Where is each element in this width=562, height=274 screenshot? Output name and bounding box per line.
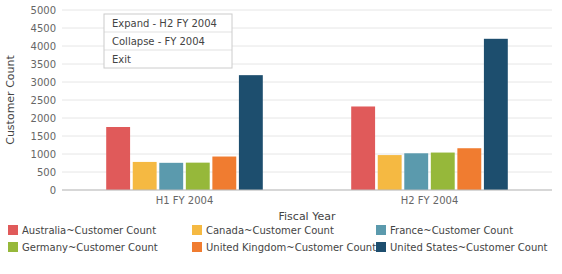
legend-label: Canada~Customer Count bbox=[206, 225, 334, 236]
legend-swatch bbox=[376, 225, 386, 235]
grid bbox=[62, 10, 552, 190]
x-axis-label: Fiscal Year bbox=[279, 210, 336, 223]
y-tick-label: 500 bbox=[37, 167, 56, 178]
legend-swatch bbox=[8, 242, 18, 252]
legend-label: United Kingdom~Customer Count bbox=[206, 242, 376, 253]
context-menu-item: Exit bbox=[112, 54, 131, 65]
legend-label: Germany~Customer Count bbox=[22, 242, 158, 253]
y-tick-label: 3500 bbox=[31, 59, 56, 70]
context-menu-divider bbox=[104, 32, 232, 33]
x-tick-label: H2 FY 2004 bbox=[401, 195, 459, 206]
legend-label: France~Customer Count bbox=[390, 225, 513, 236]
y-tick-label: 1000 bbox=[31, 149, 56, 160]
y-tick-label: 3000 bbox=[31, 77, 56, 88]
grid-line bbox=[62, 82, 552, 83]
context-menu-box bbox=[104, 14, 232, 68]
legend-label: United States~Customer Count bbox=[390, 242, 548, 253]
grid-line bbox=[62, 10, 552, 11]
grid-line bbox=[62, 118, 552, 119]
bar bbox=[431, 153, 455, 190]
y-tick-label: 0 bbox=[50, 185, 56, 196]
grid-line bbox=[62, 190, 552, 191]
legend-swatch bbox=[192, 225, 202, 235]
x-tick-label: H1 FY 2004 bbox=[156, 195, 214, 206]
grid-line bbox=[62, 100, 552, 101]
bar bbox=[457, 148, 481, 190]
bar bbox=[133, 162, 157, 190]
y-tick-label: 4000 bbox=[31, 41, 56, 52]
bar bbox=[186, 163, 210, 190]
chart: 0 500 1000 1500 2000 2500 3000 3500 4000 4500 5000… bbox=[0, 0, 562, 274]
bar bbox=[351, 106, 375, 190]
bar bbox=[404, 153, 428, 190]
context-menu: Expand - H2 FY 2004 Collapse - FY 2004 Exi… bbox=[104, 14, 232, 68]
bar bbox=[106, 127, 130, 190]
y-tick-label: 2500 bbox=[31, 95, 56, 106]
context-menu-item: Collapse - FY 2004 bbox=[112, 36, 205, 47]
x-axis-line bbox=[62, 190, 552, 191]
legend-label: Australia~Customer Count bbox=[22, 225, 156, 236]
bar bbox=[159, 163, 183, 190]
bar bbox=[212, 157, 236, 190]
bar bbox=[484, 39, 508, 190]
bar bbox=[378, 155, 402, 190]
y-tick-label: 1500 bbox=[31, 131, 56, 142]
context-menu-divider bbox=[104, 50, 232, 51]
context-menu-item: Expand - H2 FY 2004 bbox=[112, 18, 217, 29]
legend-swatch bbox=[192, 242, 202, 252]
legend-swatch bbox=[8, 225, 18, 235]
y-axis-label: Customer Count bbox=[4, 55, 17, 145]
legend: Australia~Customer Count Canada~Customer … bbox=[8, 225, 548, 253]
bar bbox=[239, 75, 263, 190]
y-tick-label: 5000 bbox=[31, 5, 56, 16]
y-tick-label: 2000 bbox=[31, 113, 56, 124]
grid-line bbox=[62, 136, 552, 137]
y-tick-label: 4500 bbox=[31, 23, 56, 34]
legend-swatch bbox=[376, 242, 386, 252]
